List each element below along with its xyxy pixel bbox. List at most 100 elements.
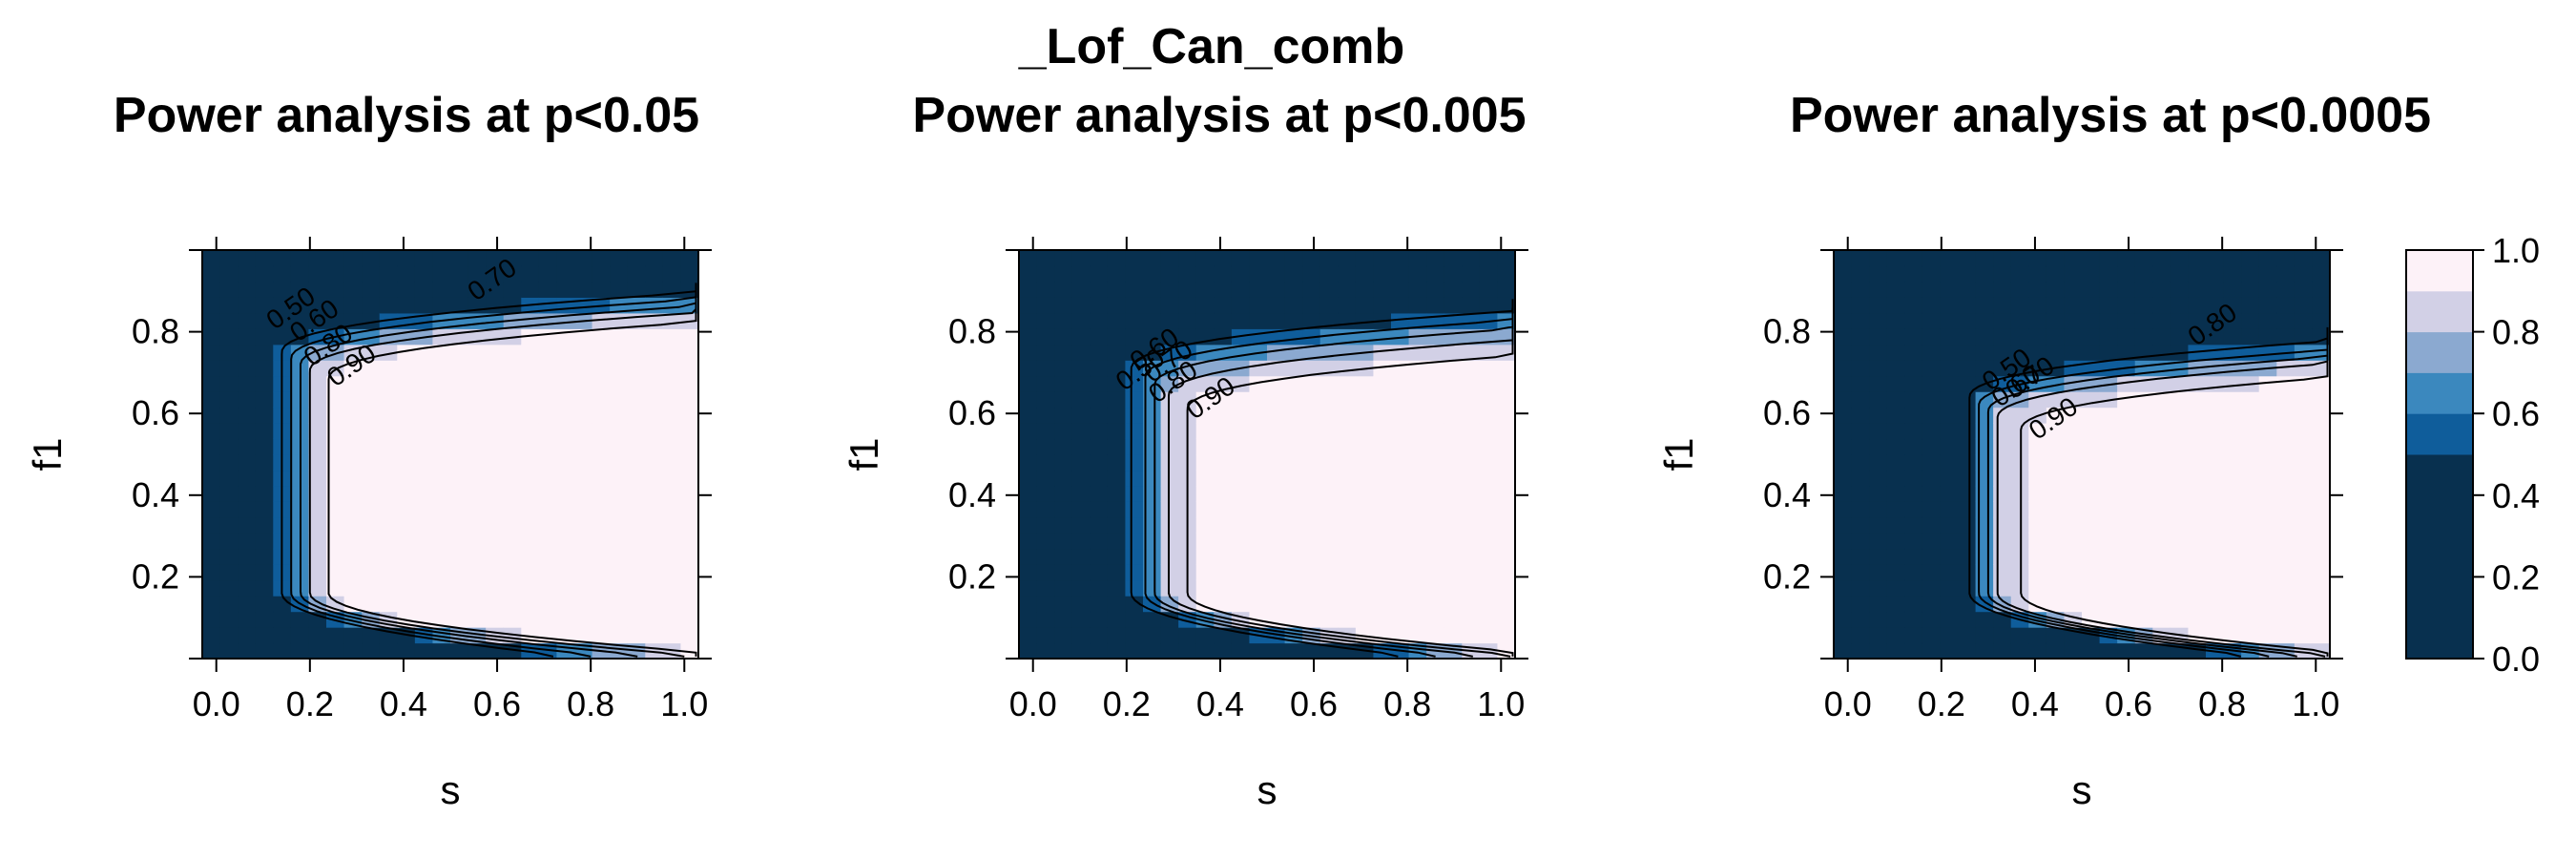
heatmap-cell <box>2206 485 2225 502</box>
heatmap-cell <box>1195 627 1215 644</box>
heatmap-cell <box>308 516 327 534</box>
heatmap-cell <box>2117 564 2136 581</box>
heatmap-cell <box>680 470 698 487</box>
heatmap-cell <box>521 375 540 392</box>
heatmap-cell <box>2258 297 2277 314</box>
heatmap-cell <box>414 454 434 471</box>
heatmap-cell <box>1302 564 1321 581</box>
y-tick-label: 0.6 <box>948 393 996 432</box>
heatmap-cell <box>219 265 239 283</box>
heatmap-cell <box>645 627 664 644</box>
heatmap-cell <box>238 470 257 487</box>
heatmap-cell <box>2258 312 2277 329</box>
heatmap-cell <box>467 375 487 392</box>
heatmap-cell <box>467 281 487 298</box>
heatmap-cell <box>1231 548 1251 565</box>
heatmap-cell <box>450 375 469 392</box>
heatmap-cell <box>1444 533 1463 550</box>
heatmap-cell <box>1922 344 1942 361</box>
heatmap-cell <box>1426 265 1445 283</box>
heatmap-cell <box>1993 564 2012 581</box>
heatmap-cell <box>2010 328 2029 346</box>
heatmap-cell <box>1267 596 1286 613</box>
heatmap-cell <box>2134 281 2153 298</box>
heatmap-cell <box>1886 642 1905 659</box>
heatmap-cell <box>1479 438 1499 455</box>
heatmap-cell <box>538 516 558 534</box>
heatmap-cell <box>1940 596 1959 613</box>
heatmap-cell <box>1940 423 1959 440</box>
heatmap-cell <box>556 344 575 361</box>
heatmap-cell <box>1071 485 1091 502</box>
heatmap-cell <box>1319 328 1339 346</box>
heatmap-cell <box>1302 375 1321 392</box>
heatmap-cell <box>1922 375 1942 392</box>
heatmap-cell <box>1869 265 1888 283</box>
heatmap-cell <box>238 501 257 518</box>
heatmap-cell <box>1940 297 1959 314</box>
heatmap-cell <box>1444 297 1463 314</box>
heatmap-cell <box>486 344 505 361</box>
heatmap-cell <box>202 328 221 346</box>
heatmap-cell <box>645 328 664 346</box>
heatmap-cell <box>1090 642 1109 659</box>
heatmap-cell <box>1036 627 1055 644</box>
heatmap-cell <box>379 564 398 581</box>
heatmap-cell <box>1497 596 1515 613</box>
heatmap-cell <box>450 297 469 314</box>
x-axis-label: s <box>1257 767 1278 812</box>
heatmap-cell <box>2028 297 2047 314</box>
heatmap-cell <box>397 533 416 550</box>
heatmap-cell <box>1834 611 1853 628</box>
heatmap-cell <box>1391 360 1410 377</box>
heatmap-cell <box>538 265 558 283</box>
heatmap-cell <box>503 250 522 267</box>
heatmap-cell <box>1869 627 1888 644</box>
power-panel-2: Power analysis at p<0.0050.500.600.700.8… <box>841 88 1528 812</box>
x-tick-label: 0.6 <box>473 684 521 723</box>
heatmap-cell <box>2223 596 2242 613</box>
heatmap-cell <box>414 642 434 659</box>
heatmap-cell <box>1319 516 1339 534</box>
heatmap-cell <box>432 391 451 409</box>
heatmap-cell <box>1462 297 1481 314</box>
heatmap-cell <box>1922 611 1942 628</box>
heatmap-cell <box>1940 328 1959 346</box>
heatmap-cell <box>486 375 505 392</box>
heatmap-cell <box>1319 344 1339 361</box>
colorbar-swatch <box>2406 331 2473 373</box>
heatmap-cell <box>343 250 363 267</box>
heatmap-cell <box>1036 312 1055 329</box>
heatmap-cell <box>556 391 575 409</box>
heatmap-cell <box>1975 344 1994 361</box>
heatmap-cell <box>610 328 629 346</box>
heatmap-cell <box>2241 501 2260 518</box>
heatmap-cell <box>1036 642 1055 659</box>
heatmap-cell <box>1391 533 1410 550</box>
heatmap-cell <box>1090 516 1109 534</box>
plot-frame <box>1833 249 2331 660</box>
heatmap-cell <box>2258 470 2277 487</box>
heatmap-cell <box>1267 344 1286 361</box>
contour-line <box>1986 341 2329 658</box>
heatmap-cell <box>238 548 257 565</box>
heatmap-cell <box>2276 250 2296 267</box>
heatmap-cell <box>610 360 629 377</box>
heatmap-cell <box>2241 297 2260 314</box>
heatmap-cell <box>1426 344 1445 361</box>
heatmap-cell <box>2223 391 2242 409</box>
heatmap-cell <box>1975 438 1994 455</box>
heatmap-cell <box>2099 533 2118 550</box>
heatmap-cell <box>308 265 327 283</box>
heatmap-cell <box>255 485 274 502</box>
heatmap-cell <box>1195 375 1215 392</box>
heatmap-cell <box>1195 470 1215 487</box>
heatmap-cell <box>1444 438 1463 455</box>
heatmap-cell <box>343 470 363 487</box>
heatmap-cell <box>1249 564 1268 581</box>
heatmap-cell <box>521 438 540 455</box>
heatmap-cell <box>1036 407 1055 424</box>
heatmap-cell <box>1958 438 1977 455</box>
heatmap-cell <box>290 265 310 283</box>
heatmap-cell <box>1143 470 1162 487</box>
